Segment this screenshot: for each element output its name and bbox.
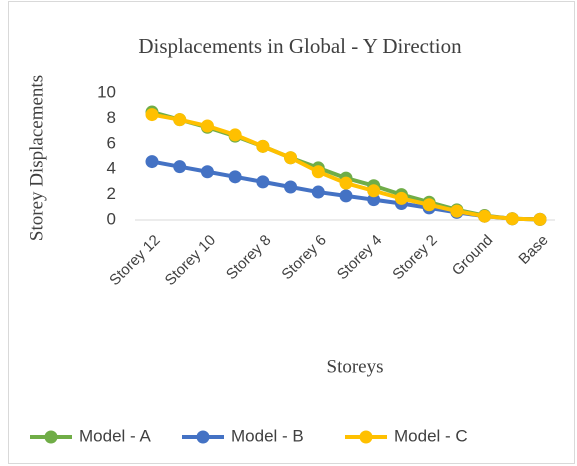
y-axis-label: Storey Displacements bbox=[26, 75, 47, 241]
point bbox=[339, 176, 353, 190]
legend-label: Model - C bbox=[394, 426, 468, 445]
point bbox=[533, 212, 547, 226]
y-tick-label: 10 bbox=[97, 82, 116, 101]
point bbox=[311, 185, 325, 199]
point bbox=[200, 119, 214, 133]
point bbox=[367, 193, 381, 207]
y-tick-label: 4 bbox=[107, 159, 116, 178]
point bbox=[367, 184, 381, 198]
point bbox=[256, 139, 270, 153]
point bbox=[450, 204, 464, 218]
point bbox=[228, 170, 242, 184]
point bbox=[145, 155, 159, 169]
point bbox=[339, 189, 353, 203]
point bbox=[145, 108, 159, 122]
legend-label: Model - B bbox=[231, 426, 304, 445]
legend-marker bbox=[359, 430, 373, 444]
chart-title: Displacements in Global - Y Direction bbox=[138, 34, 462, 58]
point bbox=[173, 160, 187, 174]
chart-frame bbox=[8, 1, 575, 464]
legend-marker bbox=[44, 430, 58, 444]
legend-label: Model - A bbox=[79, 426, 151, 445]
y-tick-label: 2 bbox=[107, 184, 116, 203]
point bbox=[228, 128, 242, 142]
point bbox=[173, 113, 187, 127]
x-axis-label: Storeys bbox=[327, 356, 384, 377]
point bbox=[284, 180, 298, 194]
point bbox=[505, 212, 519, 226]
y-tick-label: 8 bbox=[107, 108, 116, 127]
point bbox=[284, 151, 298, 165]
point bbox=[422, 198, 436, 212]
point bbox=[478, 209, 492, 223]
point bbox=[394, 191, 408, 205]
y-tick-label: 6 bbox=[107, 133, 116, 152]
point bbox=[200, 165, 214, 179]
legend-marker bbox=[196, 430, 210, 444]
y-tick-label: 0 bbox=[107, 209, 116, 228]
point bbox=[311, 165, 325, 179]
point bbox=[256, 175, 270, 189]
